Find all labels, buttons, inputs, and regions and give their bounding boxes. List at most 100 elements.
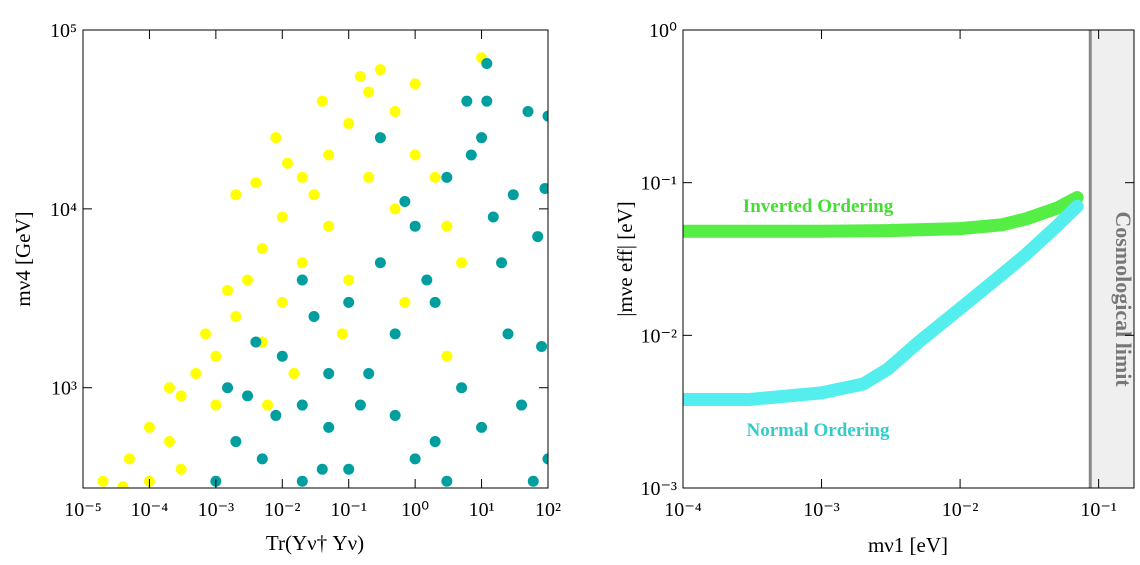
scatter-point bbox=[296, 475, 308, 487]
excluded-region bbox=[1090, 30, 1134, 488]
scatter-point bbox=[502, 328, 514, 340]
scatter-point bbox=[230, 311, 242, 323]
scatter-point bbox=[374, 132, 386, 144]
scatter-point bbox=[143, 421, 155, 433]
scatter-point bbox=[354, 399, 366, 411]
y-axis-label: |mνe eff| [eV] bbox=[613, 201, 637, 316]
scatter-point bbox=[262, 399, 274, 411]
scatter-point bbox=[296, 274, 308, 286]
scatter-point bbox=[421, 274, 433, 286]
x-tick-label: 10⁰ bbox=[401, 499, 429, 521]
scatter-point bbox=[296, 171, 308, 183]
scatter-point bbox=[256, 243, 268, 255]
scatter-point bbox=[343, 296, 355, 308]
scatter-point bbox=[316, 463, 328, 475]
scatter-point bbox=[308, 311, 320, 323]
scatter-point bbox=[323, 149, 335, 161]
scatter-point bbox=[399, 296, 411, 308]
scatter-point bbox=[276, 350, 288, 362]
scatter-point bbox=[288, 368, 300, 380]
scatter-point bbox=[516, 399, 528, 411]
x-tick-label: 10⁻⁴ bbox=[131, 499, 169, 521]
scatter-point bbox=[507, 189, 519, 201]
x-tick-label: 10⁻² bbox=[264, 499, 301, 521]
scatter-point bbox=[97, 475, 109, 487]
scatter-point bbox=[222, 284, 234, 296]
plot-area bbox=[683, 30, 1134, 488]
x-axis-label: mν1 [eV] bbox=[868, 533, 948, 557]
scatter-point bbox=[496, 257, 508, 269]
x-tick-label: 10⁻⁵ bbox=[64, 499, 102, 521]
scatter-point bbox=[250, 177, 262, 189]
scatter-point bbox=[441, 220, 453, 232]
scatter-point bbox=[343, 118, 355, 130]
annotation: Normal Ordering bbox=[746, 420, 890, 441]
x-tick-label: 10⁻¹ bbox=[330, 499, 367, 521]
x-axis-label: Tr(Yν† Yν) bbox=[266, 531, 364, 555]
scatter-point bbox=[481, 95, 493, 107]
scatter-point bbox=[389, 106, 401, 118]
y-tick-label: 10⁻² bbox=[640, 325, 677, 347]
scatter-point bbox=[527, 475, 539, 487]
scatter-point bbox=[175, 463, 187, 475]
scatter-point bbox=[441, 350, 453, 362]
scatter-point bbox=[190, 368, 202, 380]
scatter-point bbox=[308, 189, 320, 201]
x-tick-label: 10² bbox=[535, 499, 561, 521]
scatter-point bbox=[409, 453, 421, 465]
scatter-point bbox=[343, 274, 355, 286]
scatter-point bbox=[536, 341, 548, 353]
scatter-point bbox=[481, 57, 493, 69]
scatter-point bbox=[522, 106, 534, 118]
scatter-point bbox=[336, 328, 348, 340]
scatter-point bbox=[210, 399, 222, 411]
scatter-point bbox=[323, 220, 335, 232]
y-tick-label: 10⁵ bbox=[50, 20, 77, 42]
scatter-point bbox=[542, 453, 548, 465]
scatter-point bbox=[456, 382, 468, 394]
scatter-point bbox=[461, 95, 473, 107]
scatter-point bbox=[242, 274, 254, 286]
scatter-point bbox=[296, 257, 308, 269]
scatter-point bbox=[296, 399, 308, 411]
scatter-point bbox=[250, 336, 262, 348]
x-tick-label: 10¹ bbox=[469, 499, 495, 521]
scatter-point bbox=[256, 453, 268, 465]
scatter-point bbox=[117, 481, 129, 488]
scatter-point bbox=[276, 296, 288, 308]
y-tick-label: 10⁴ bbox=[50, 199, 77, 221]
scatter-point bbox=[242, 390, 254, 402]
scatter-point bbox=[200, 328, 212, 340]
scatter-point bbox=[270, 409, 282, 421]
scatter-point bbox=[363, 171, 375, 183]
scatter-point bbox=[389, 328, 401, 340]
scatter-point bbox=[354, 70, 366, 82]
scatter-point bbox=[409, 78, 421, 90]
scatter-point bbox=[230, 189, 242, 201]
y-tick-label: 10³ bbox=[51, 378, 77, 400]
scatter-point bbox=[389, 203, 401, 215]
y-tick-label: 10⁰ bbox=[649, 20, 677, 42]
scatter-point bbox=[123, 453, 135, 465]
plot-area bbox=[97, 52, 548, 488]
scatter-point bbox=[222, 382, 234, 394]
scatter-point bbox=[532, 231, 544, 243]
scatter-point bbox=[282, 157, 294, 169]
scatter-point bbox=[476, 132, 488, 144]
scatter-point bbox=[276, 211, 288, 223]
scatter-point bbox=[429, 171, 441, 183]
scatter-point bbox=[389, 409, 401, 421]
y-axis-label: mν4 [GeV] bbox=[11, 211, 35, 306]
scatter-point bbox=[343, 463, 355, 475]
annotation: Inverted Ordering bbox=[743, 196, 894, 217]
y-tick-label: 10⁻³ bbox=[640, 478, 677, 500]
annotation: Cosmological limit bbox=[1111, 211, 1136, 387]
scatter-point bbox=[163, 382, 175, 394]
scatter-point bbox=[323, 421, 335, 433]
scatter-point bbox=[429, 436, 441, 448]
y-tick-label: 10⁻¹ bbox=[640, 173, 677, 195]
scatter-point bbox=[270, 132, 282, 144]
x-tick-label: 10⁻⁴ bbox=[664, 499, 702, 521]
scatter-point bbox=[429, 296, 441, 308]
scatter-point bbox=[539, 182, 548, 194]
